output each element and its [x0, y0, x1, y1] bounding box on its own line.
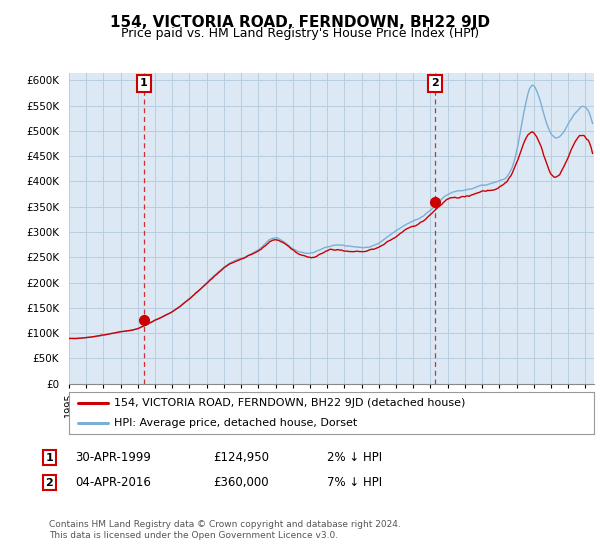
- Text: 154, VICTORIA ROAD, FERNDOWN, BH22 9JD (detached house): 154, VICTORIA ROAD, FERNDOWN, BH22 9JD (…: [113, 398, 465, 408]
- Text: 7% ↓ HPI: 7% ↓ HPI: [327, 476, 382, 489]
- Text: Contains HM Land Registry data © Crown copyright and database right 2024.
This d: Contains HM Land Registry data © Crown c…: [49, 520, 401, 540]
- Text: 1: 1: [140, 78, 148, 88]
- Text: £360,000: £360,000: [213, 476, 269, 489]
- Text: 2: 2: [431, 78, 439, 88]
- Text: 154, VICTORIA ROAD, FERNDOWN, BH22 9JD: 154, VICTORIA ROAD, FERNDOWN, BH22 9JD: [110, 15, 490, 30]
- Text: 2% ↓ HPI: 2% ↓ HPI: [327, 451, 382, 464]
- Text: 30-APR-1999: 30-APR-1999: [75, 451, 151, 464]
- Text: Price paid vs. HM Land Registry's House Price Index (HPI): Price paid vs. HM Land Registry's House …: [121, 27, 479, 40]
- Text: 2: 2: [46, 478, 53, 488]
- Text: 04-APR-2016: 04-APR-2016: [75, 476, 151, 489]
- Text: 1: 1: [46, 452, 53, 463]
- Text: HPI: Average price, detached house, Dorset: HPI: Average price, detached house, Dors…: [113, 418, 357, 428]
- Text: £124,950: £124,950: [213, 451, 269, 464]
